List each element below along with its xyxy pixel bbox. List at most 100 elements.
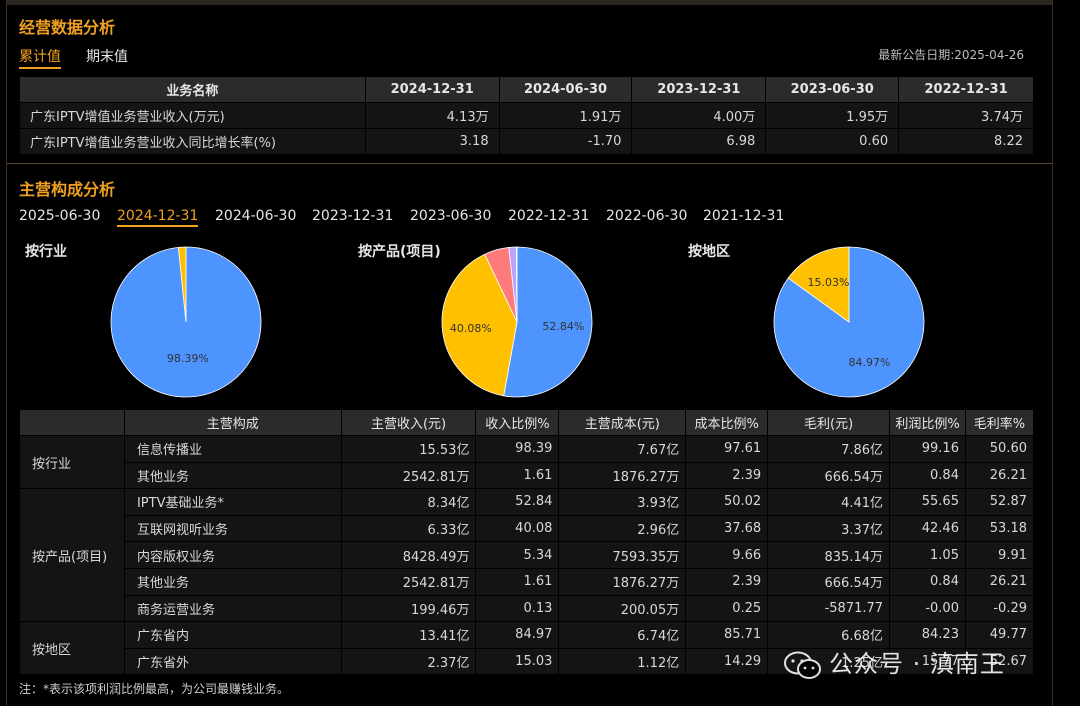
pie-data-label: 40.08% [450, 322, 492, 335]
cell: 1.05 [889, 541, 966, 569]
row-item-name: 其他业务 [123, 461, 342, 490]
cell: -0.00 [889, 594, 966, 623]
cell: 50.60 [964, 435, 1035, 463]
section-title-composition: 主营构成分析 [19, 180, 116, 199]
date-tab[interactable]: 2021-12-31 [703, 208, 785, 224]
row-item-name: 互联网视听业务 [123, 514, 342, 543]
cell: 1876.27万 [558, 461, 687, 490]
cell: 6.68亿 [767, 621, 891, 649]
cell: 199.46万 [340, 594, 477, 623]
pie-data-label: 98.39% [167, 352, 209, 365]
pie-data-label: 15.03% [808, 276, 850, 289]
cell: 3.74万 [898, 102, 1034, 129]
footnote: 注：*表示该项利润比例最高，为公司最赚钱业务。 [19, 682, 290, 696]
cell: 99.16 [889, 435, 966, 463]
table-row: 其他业务 2542.81万 1.61 1876.27万 2.39 666.54万 0.84 2… [20, 461, 1035, 490]
table-row: 按地区 广东省内 13.41亿 84.97 6.74亿 85.71 6.68亿 84.23 49… [19, 621, 1035, 676]
latest-announce-date: 最新公告日期:2025-04-26 [878, 48, 1024, 62]
pie-slice[interactable] [515, 246, 518, 323]
cell: 55.65 [889, 488, 966, 516]
cell: 50.02 [685, 488, 769, 516]
cell: 37.68 [685, 514, 769, 543]
table-row: 其他业务 2542.81万 1.61 1876.27万 2.39 666.54万 0.84 2… [20, 567, 1035, 596]
cell: 6.98 [631, 128, 767, 155]
col-header: 主营构成 [123, 409, 342, 436]
cell: 53.18 [964, 514, 1035, 543]
date-tab[interactable]: 2023-12-31 [312, 208, 394, 224]
date-tab[interactable]: 2022-12-31 [508, 208, 590, 224]
tab-cumulative[interactable]: 累计值 [19, 46, 61, 69]
cell: 1.95万 [765, 102, 900, 129]
cell: 0.60 [765, 128, 900, 155]
row-item-name: 内容版权业务 [123, 541, 342, 569]
cell: 52.87 [964, 488, 1035, 516]
col-header: 成本比例% [685, 409, 769, 436]
pie-data-label: 52.84% [542, 320, 584, 333]
cell: 52.67 [964, 647, 1035, 676]
date-tab[interactable]: 2023-06-30 [410, 208, 492, 224]
cell: 1.61 [475, 567, 560, 596]
cell: 2.39 [685, 567, 769, 596]
cell: 1.91万 [498, 102, 633, 129]
cell: 6.74亿 [558, 621, 687, 649]
section-title-operating: 经营数据分析 [19, 18, 116, 37]
cell: 666.54万 [767, 567, 891, 596]
cell: 13.41亿 [340, 621, 477, 649]
cell: 835.14万 [767, 541, 891, 569]
col-header: 收入比例% [475, 409, 560, 436]
cell: 42.46 [889, 514, 966, 543]
cell: 2542.81万 [340, 461, 477, 490]
row-item-name: 商务运营业务 [123, 594, 342, 623]
cell: 4.41亿 [767, 488, 891, 516]
col-header: 毛利率% [964, 409, 1035, 436]
table-row: 按产品(项目) IPTV基础业务* 8.34亿 52.84 3.93亿 50.02 4.41… [19, 488, 1035, 623]
panel-frame [6, 0, 1053, 706]
cell: 2.96亿 [558, 514, 687, 543]
cell: 84.23 [889, 621, 966, 649]
cell: 0.25 [685, 594, 769, 623]
cell: 6.33亿 [340, 514, 477, 543]
date-tab[interactable]: 2024-12-31 [117, 208, 199, 227]
cell: 49.77 [964, 621, 1035, 649]
table-row: 互联网视听业务 6.33亿 40.08 2.96亿 37.68 3.37亿 42.46 53.… [20, 514, 1035, 543]
cell: 0.84 [889, 567, 966, 596]
pie-slice[interactable] [177, 246, 187, 323]
cell: 40.08 [475, 514, 560, 543]
cell: 0.84 [889, 461, 966, 490]
cell: 97.61 [685, 435, 769, 463]
pie-slice[interactable] [503, 246, 593, 398]
cell: 8.34亿 [340, 488, 477, 516]
pie-chart-product: 52.84% 40.08% [441, 246, 593, 398]
cell: -5871.77 [767, 594, 891, 623]
composition-table-body: 按行业 信息传播业 15.53亿 98.39 7.67亿 97.61 7.86亿 99.16 5… [19, 434, 1035, 676]
cell: 5.34 [475, 541, 560, 569]
col-header: 2023-06-30 [765, 76, 900, 103]
pie-slice[interactable] [441, 253, 518, 397]
operating-data-table: 业务名称 2024-12-31 2024-06-30 2023-12-31 20… [19, 76, 1034, 155]
cell: 7.86亿 [767, 435, 891, 463]
cell: 7593.35万 [558, 541, 687, 569]
cell: 2.37亿 [340, 647, 477, 676]
pie-slice[interactable] [787, 246, 850, 323]
section-divider [7, 163, 1052, 164]
pie-chart-region: 84.97% 15.03% [773, 246, 925, 398]
cell: 1.12亿 [558, 647, 687, 676]
cell: 84.97 [475, 621, 560, 649]
watermark: 公众号 · 滇南王 [783, 644, 1005, 680]
col-header: 主营收入(元) [340, 409, 477, 436]
tab-period-end[interactable]: 期末值 [86, 49, 128, 65]
cell: 15.03 [475, 647, 560, 676]
chart-label-product: 按产品(项目) [358, 244, 441, 260]
col-header: 利润比例% [889, 409, 966, 436]
cell: 4.13万 [364, 102, 500, 129]
date-tab[interactable]: 2024-06-30 [215, 208, 297, 224]
date-tab[interactable]: 2022-06-30 [606, 208, 688, 224]
cell: 85.71 [685, 621, 769, 649]
row-name: 广东IPTV增值业务营业收入同比增长率(%) [19, 128, 366, 155]
date-tab[interactable]: 2025-06-30 [19, 208, 101, 224]
row-item-name: 广东省外 [123, 647, 342, 676]
composition-table: 主营构成 主营收入(元) 收入比例% 主营成本(元) 成本比例% 毛利(元) 利… [19, 409, 1035, 676]
table-row: 内容版权业务 8428.49万 5.34 7593.35万 9.66 835.14万 1.0… [20, 541, 1035, 569]
row-category: 按行业 [19, 434, 125, 490]
table-row: 广东IPTV增值业务营业收入(万元) 4.13万 1.91万 4.00万 1.9… [19, 102, 1034, 129]
